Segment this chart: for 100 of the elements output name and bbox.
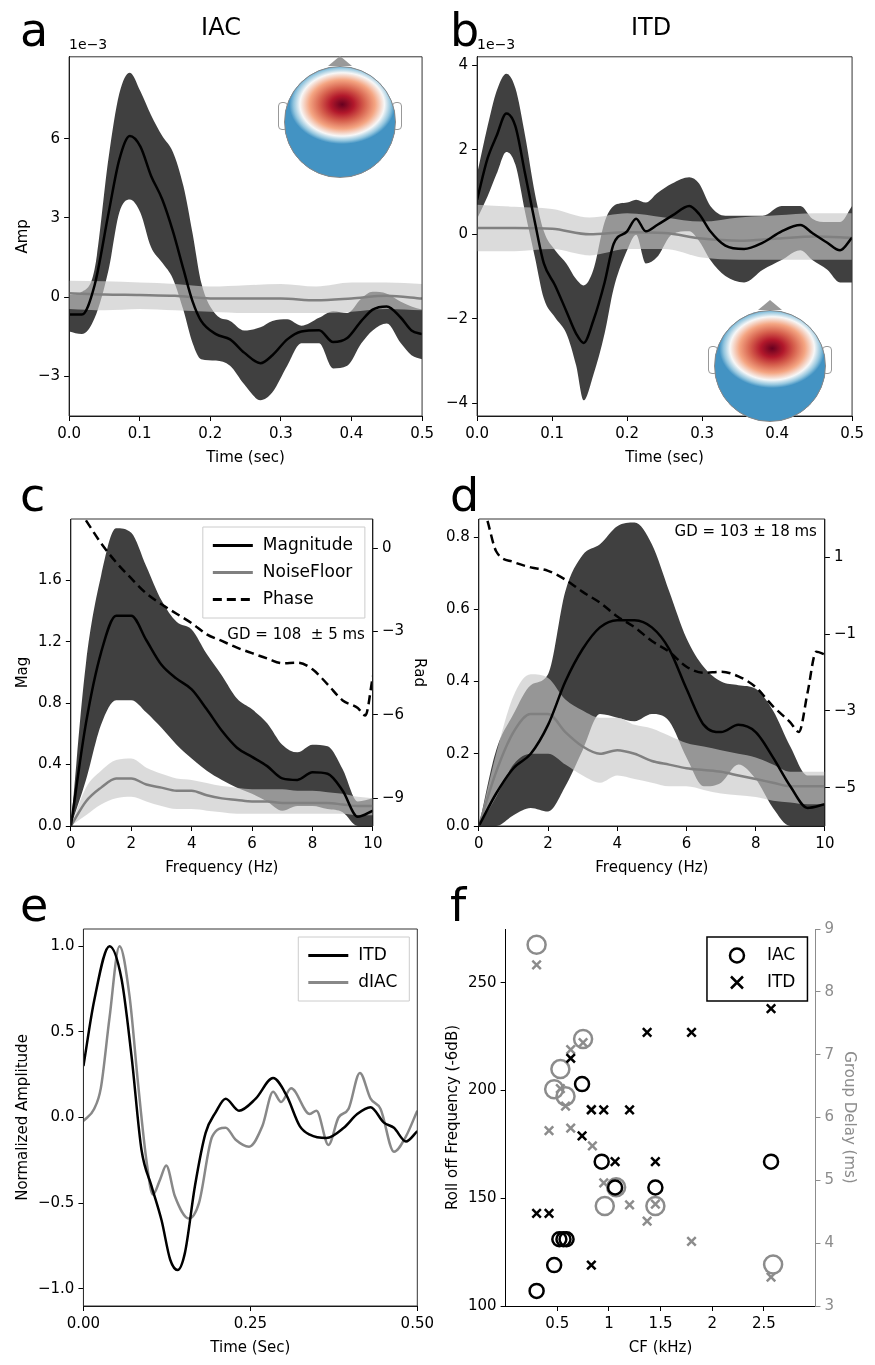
point: [686, 1235, 698, 1247]
x-tick-label: 0.3: [268, 423, 293, 442]
point: [531, 1207, 543, 1219]
x-tick-label: 0.1: [540, 423, 565, 442]
point: [686, 1026, 698, 1038]
x-axis-title: Frequency (Hz): [165, 857, 279, 876]
x-tick-label: 0.25: [233, 1313, 268, 1332]
y2-tick-label: 8: [824, 981, 834, 1000]
legend-label: Phase: [262, 587, 314, 608]
y-tick-label: 0.8: [446, 526, 470, 545]
y-tick-label: 2: [458, 139, 469, 158]
y-tick-label: −4: [445, 393, 469, 412]
point: [550, 1058, 571, 1080]
point: [572, 1028, 594, 1050]
point: [565, 1052, 577, 1064]
y-tick-label: 6: [50, 128, 61, 147]
y-tick-label: 250: [467, 972, 497, 991]
x-tick-label: 0.5: [840, 423, 864, 442]
point: [543, 1078, 565, 1100]
annotation: GD = 108 ± 5 ms: [227, 625, 366, 644]
x-tick-label: 4: [612, 833, 623, 852]
y-axis-title: Amp: [12, 219, 31, 254]
x-tick-label: 8: [307, 833, 318, 852]
legend-label: ITD: [766, 970, 796, 991]
x-tick-label: 0.50: [400, 1313, 434, 1332]
x-tick-label: 0.3: [690, 423, 715, 442]
line-series: [69, 291, 423, 302]
y2-tick-label: −3: [381, 621, 405, 640]
x-tick-label: 6: [247, 833, 257, 852]
point: [531, 959, 543, 971]
y-tick-label: 0.0: [50, 1107, 75, 1126]
y-tick-label: 200: [467, 1080, 497, 1099]
y-tick-label: −2: [445, 308, 469, 327]
x-tick-label: 0.4: [339, 423, 364, 442]
y2-tick-label: −9: [381, 788, 405, 807]
point: [593, 1153, 610, 1170]
line-series: [477, 226, 853, 242]
legend-label: IAC: [766, 943, 796, 964]
y-tick-label: 0.0: [446, 815, 470, 834]
y-tick-label: −3: [37, 366, 61, 385]
text: 1e−3: [69, 36, 108, 53]
y-tick-label: 0: [458, 224, 469, 243]
text: a: [20, 3, 49, 57]
point: [526, 934, 547, 955]
y2-axis-title: Rad: [411, 658, 430, 687]
x-tick-label: 2.5: [751, 1313, 776, 1332]
point: [551, 1230, 568, 1248]
annotation: d: [450, 468, 480, 522]
y-tick-label: 0.6: [446, 599, 470, 618]
line-series: [83, 944, 418, 1220]
x-tick-label: 8: [750, 833, 761, 852]
x-axis-title: Time (Sec): [209, 1337, 291, 1356]
point: [641, 1215, 653, 1227]
annotation: GD = 103 ± 18 ms: [674, 522, 818, 541]
y2-tick-label: 7: [824, 1044, 834, 1063]
line-series: [83, 944, 418, 1272]
x-axis-title: Frequency (Hz): [595, 857, 709, 876]
y2-tick-label: 0: [381, 538, 392, 557]
legend-label: dIAC: [358, 970, 398, 991]
point: [641, 1026, 653, 1038]
y2-tick-label: 6: [824, 1107, 834, 1126]
y-tick-label: 0.4: [38, 754, 62, 773]
y-tick-label: 1.6: [38, 570, 62, 589]
x-tick-label: 4: [186, 833, 197, 852]
point: [594, 1195, 616, 1217]
y2-tick-label: 9: [824, 918, 834, 937]
y-tick-label: 0.0: [38, 815, 62, 834]
y2-tick-label: −1: [833, 624, 857, 643]
x-tick-label: 1.5: [648, 1313, 673, 1332]
chart-title: IAC: [201, 12, 241, 41]
text: f: [450, 878, 467, 932]
point: [573, 1075, 591, 1093]
x-tick-label: 6: [681, 833, 692, 852]
point: [762, 1153, 780, 1170]
point: [645, 1195, 666, 1217]
y-axis-title: Mag: [12, 656, 31, 689]
point: [576, 1130, 588, 1142]
point: [624, 1199, 636, 1211]
point: [598, 1104, 610, 1116]
point: [555, 1085, 576, 1107]
y2-tick-label: 5: [824, 1170, 834, 1189]
y-tick-label: 1.0: [50, 936, 75, 955]
point: [543, 1207, 555, 1219]
x-tick-label: 0.4: [765, 423, 790, 442]
y-tick-label: 150: [467, 1188, 497, 1207]
y-tick-label: 1.2: [38, 631, 62, 650]
x-axis-title: Time (sec): [205, 447, 285, 466]
x-tick-label: 0.5: [545, 1313, 570, 1332]
y-axis-title: Normalized Amplitude: [12, 1034, 31, 1201]
y-tick-label: 100: [467, 1295, 497, 1314]
point: [543, 1125, 555, 1137]
point: [560, 1100, 572, 1112]
y2-tick-label: 4: [824, 1233, 834, 1252]
x-tick-label: 2: [543, 833, 553, 852]
text: 1e−3: [477, 36, 516, 53]
y2-tick-label: −5: [833, 777, 857, 796]
y2-tick-label: 3: [824, 1295, 834, 1314]
y-tick-label: 0: [50, 287, 61, 306]
y-axis-title: Roll off Frequency (-6dB): [442, 1024, 461, 1211]
y2-tick-label: −6: [381, 704, 405, 723]
